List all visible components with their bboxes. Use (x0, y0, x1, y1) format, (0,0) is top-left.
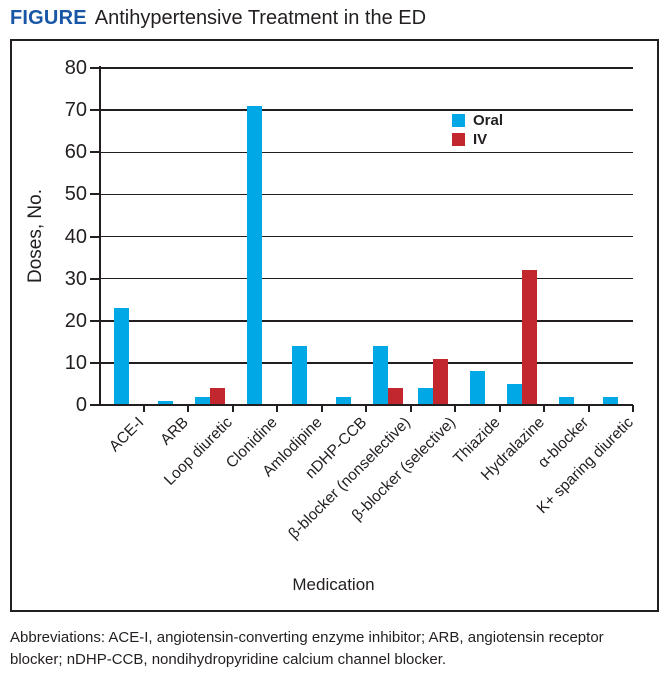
legend-label-oral: Oral (473, 112, 504, 129)
y-axis-tick (90, 277, 99, 280)
bar-oral (558, 396, 574, 405)
y-axis-tick (90, 151, 99, 154)
bar-group (322, 68, 367, 405)
y-tick-label: 50 (64, 183, 87, 206)
legend-swatch-iv (452, 133, 465, 146)
gridline (99, 193, 633, 196)
bar-group (544, 68, 589, 405)
x-axis-tick (365, 405, 367, 412)
bar-group (366, 68, 411, 405)
bar-oral (603, 396, 619, 405)
bar-oral (469, 371, 485, 405)
bar-iv (521, 270, 537, 405)
bar-group (411, 68, 456, 405)
bar-oral (417, 388, 433, 405)
bar-group (144, 68, 189, 405)
x-axis-tick (543, 405, 545, 412)
bar-oral (158, 400, 174, 405)
x-axis-tick (409, 405, 412, 412)
bar-group (500, 68, 545, 405)
y-tick-label: 30 (64, 267, 87, 290)
legend-item-oral: Oral (452, 113, 503, 128)
x-axis-tick (498, 405, 501, 412)
figure-heading: FIGURE Antihypertensive Treatment in the … (10, 7, 426, 30)
legend-label-iv: IV (473, 131, 488, 148)
x-axis-tick (587, 405, 590, 412)
figure-label: FIGURE (10, 7, 87, 29)
bar-oral (113, 308, 129, 405)
bar-group (589, 68, 634, 405)
y-axis-tick (90, 109, 99, 112)
bar-oral (506, 383, 522, 405)
y-tick-label: 60 (64, 141, 87, 164)
x-axis-tick (187, 405, 189, 412)
y-axis-tick (90, 235, 99, 238)
legend-swatch-oral (452, 114, 465, 127)
gridline (99, 320, 633, 322)
figure-border (10, 39, 659, 612)
bar-iv (210, 388, 226, 405)
figure-title: Antihypertensive Treatment in the ED (94, 7, 427, 29)
bar-group (277, 68, 322, 405)
y-axis-tick (90, 67, 99, 69)
gridline (99, 277, 633, 280)
bar-oral (336, 396, 352, 405)
gridline (99, 151, 633, 153)
gridline (99, 235, 633, 238)
y-tick-label: 10 (64, 351, 87, 374)
bar-group (188, 68, 233, 405)
bar-iv (432, 358, 448, 405)
y-tick-label: 20 (64, 309, 87, 332)
y-tick-label: 70 (64, 99, 87, 122)
bar-oral (291, 346, 307, 405)
y-axis-tick (90, 319, 99, 322)
bar-oral (373, 346, 389, 405)
y-axis-tick (90, 404, 99, 406)
abbreviations-note: Abbreviations: ACE-I, angiotensin-conver… (10, 629, 604, 668)
x-axis-tick (231, 405, 234, 412)
gridline (99, 109, 633, 111)
x-axis-tick (276, 405, 278, 412)
legend-item-iv: IV (452, 132, 487, 147)
bar-oral (247, 105, 263, 405)
bar-iv (388, 388, 404, 405)
x-axis-tick (454, 405, 456, 412)
y-axis-tick (90, 193, 99, 196)
x-axis-tick (142, 405, 145, 412)
y-tick-label: 80 (64, 57, 87, 79)
y-axis-line (99, 66, 101, 405)
bar-group (455, 68, 500, 405)
y-tick-label: 0 (75, 394, 87, 416)
gridline (99, 362, 633, 364)
y-tick-label: 40 (64, 225, 87, 248)
gridline (99, 67, 633, 69)
bar-group (99, 68, 144, 405)
x-axis-tick (632, 405, 634, 412)
bar-group (233, 68, 278, 405)
x-axis-tick (320, 405, 323, 412)
y-axis-tick (90, 361, 99, 364)
x-axis-title: Medication (292, 575, 375, 594)
bar-oral (195, 396, 211, 405)
